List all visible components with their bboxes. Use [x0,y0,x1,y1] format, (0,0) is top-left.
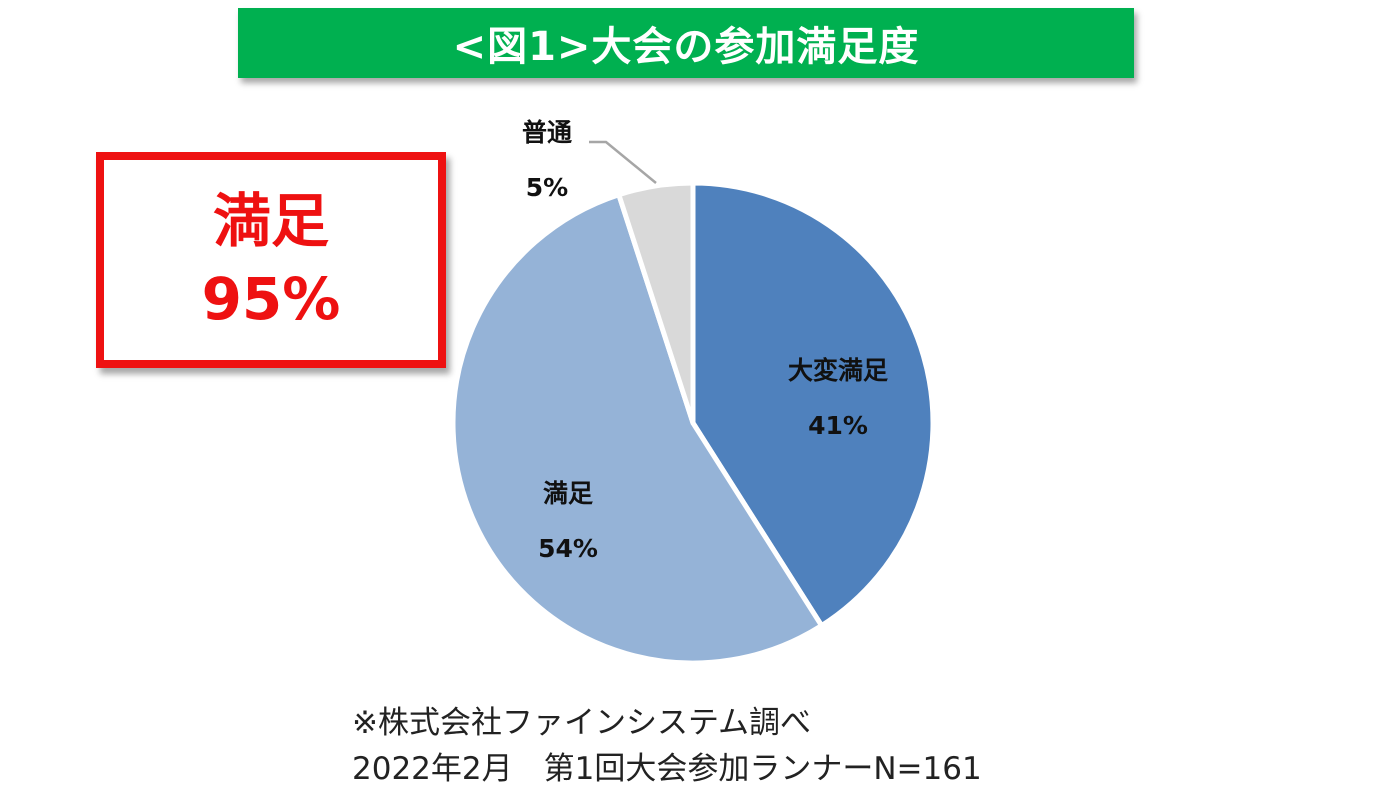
slice-satisfied-label: 満足 [543,479,593,508]
footnote: ※株式会社ファインシステム調べ 2022年2月 第1回大会参加ランナーN=161 [352,700,982,792]
slice-very-satisfied-label: 大変満足 [788,356,888,385]
satisfaction-callout: 満足 95% [96,152,446,368]
slice-normal-value: 5% [526,173,568,202]
footnote-source: ※株式会社ファインシステム調べ [352,705,812,741]
chart-title: <図1>大会の参加満足度 [238,8,1134,78]
slice-normal-label: 普通 [522,118,572,147]
slice-satisfied-value: 54% [538,534,598,563]
pie-labels: 大変満足 41% 満足 54% 普通 5% [522,118,888,563]
leader-line-normal [589,140,657,184]
slice-satisfied [450,192,825,666]
callout-value: 95% [201,265,341,333]
footnote-sample: 2022年2月 第1回大会参加ランナーN=161 [352,751,982,787]
callout-label: 満足 [212,187,329,255]
slice-normal [616,180,696,426]
pie-slices [450,180,936,666]
slice-very-satisfied-value: 41% [808,411,868,440]
